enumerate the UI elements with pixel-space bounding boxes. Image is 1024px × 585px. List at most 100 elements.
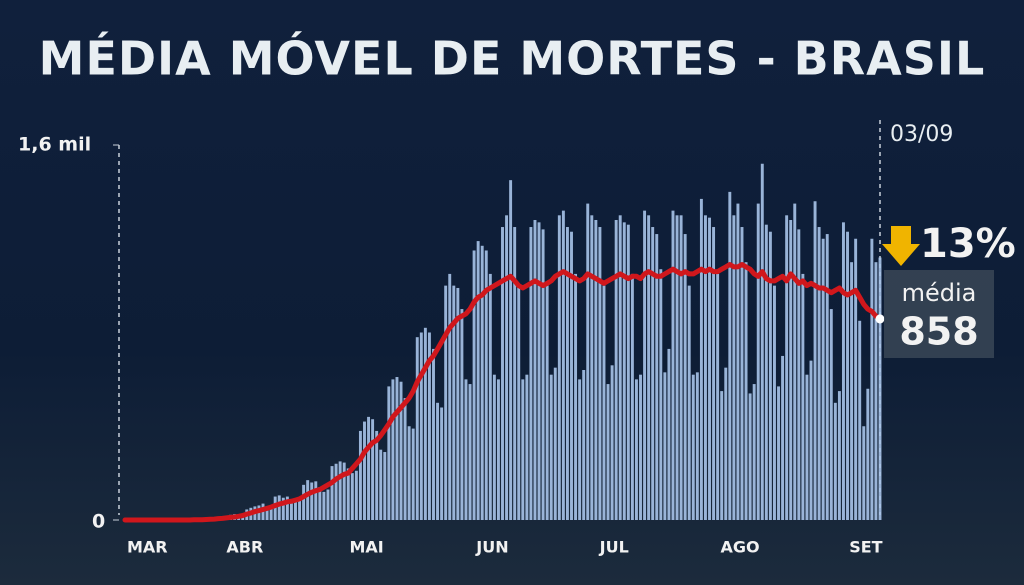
bar bbox=[740, 227, 744, 520]
bar bbox=[472, 250, 476, 520]
bar bbox=[703, 215, 707, 520]
bar bbox=[618, 215, 622, 520]
bar bbox=[821, 238, 825, 520]
bar bbox=[728, 191, 732, 520]
bar bbox=[842, 222, 845, 520]
bar bbox=[529, 227, 533, 520]
bar bbox=[521, 379, 525, 520]
bar bbox=[468, 384, 472, 520]
bar bbox=[594, 220, 598, 520]
bar bbox=[651, 227, 655, 520]
bar bbox=[614, 220, 618, 520]
bar bbox=[310, 482, 314, 520]
bar bbox=[708, 217, 711, 520]
bar bbox=[448, 273, 452, 520]
bar bbox=[387, 386, 391, 520]
bar bbox=[383, 452, 387, 520]
bar bbox=[501, 227, 504, 520]
bar bbox=[854, 238, 858, 520]
bar bbox=[517, 285, 521, 520]
bar bbox=[423, 327, 427, 520]
bar bbox=[833, 402, 837, 520]
bar bbox=[273, 496, 277, 520]
bar bbox=[289, 500, 293, 520]
bar bbox=[399, 381, 403, 520]
bar bbox=[318, 487, 322, 520]
y-tick-label: 0 bbox=[92, 511, 105, 533]
bar bbox=[797, 229, 801, 520]
bar bbox=[574, 273, 578, 520]
bar bbox=[626, 224, 630, 520]
bar bbox=[699, 198, 703, 520]
bar bbox=[265, 508, 269, 520]
bar bbox=[590, 215, 594, 520]
bar bbox=[878, 257, 882, 520]
bar bbox=[630, 273, 634, 520]
bar bbox=[444, 285, 448, 520]
bar bbox=[801, 273, 805, 520]
bar bbox=[326, 489, 330, 520]
down-arrow bbox=[882, 226, 920, 266]
bar bbox=[809, 360, 813, 520]
bar bbox=[476, 241, 480, 520]
bar bbox=[379, 449, 383, 520]
bar bbox=[367, 416, 371, 520]
bar bbox=[870, 238, 874, 520]
bar bbox=[342, 462, 346, 520]
bar bbox=[610, 365, 614, 520]
bar bbox=[586, 203, 590, 520]
bar bbox=[537, 222, 541, 520]
bar bbox=[825, 234, 829, 520]
bar bbox=[549, 374, 553, 520]
bar bbox=[639, 374, 642, 520]
summary-box bbox=[884, 270, 994, 358]
bar bbox=[525, 374, 529, 520]
bar bbox=[760, 163, 764, 520]
bar bbox=[837, 391, 841, 520]
bar bbox=[415, 337, 419, 520]
bar bbox=[460, 309, 464, 520]
bar bbox=[773, 285, 776, 520]
bar bbox=[647, 215, 651, 520]
bar bbox=[346, 468, 350, 520]
bar bbox=[403, 398, 407, 520]
bar bbox=[285, 496, 289, 520]
bar bbox=[561, 210, 565, 520]
bar bbox=[440, 407, 444, 520]
bar bbox=[813, 201, 817, 520]
bar bbox=[496, 379, 500, 520]
bar bbox=[793, 203, 797, 520]
chart-title: MÉDIA MÓVEL DE MORTES - BRASIL bbox=[39, 32, 986, 86]
bar bbox=[720, 391, 724, 520]
bar bbox=[748, 393, 752, 520]
bar bbox=[298, 498, 302, 520]
bar bbox=[578, 379, 582, 520]
bar bbox=[736, 203, 740, 520]
x-tick-label: JUN bbox=[475, 538, 508, 557]
bar bbox=[391, 379, 395, 520]
bar bbox=[582, 370, 586, 520]
bar bbox=[464, 379, 468, 520]
bar bbox=[850, 262, 854, 520]
bar bbox=[663, 372, 667, 520]
bar bbox=[817, 227, 821, 520]
x-tick-label: SET bbox=[849, 538, 882, 557]
bar bbox=[480, 245, 484, 520]
bar bbox=[655, 234, 659, 520]
bar bbox=[602, 285, 606, 520]
bar bbox=[541, 229, 545, 520]
bar bbox=[505, 215, 509, 520]
bar bbox=[716, 273, 720, 520]
bar bbox=[557, 215, 561, 520]
bar bbox=[687, 285, 691, 520]
bar bbox=[866, 388, 870, 520]
bar bbox=[683, 234, 687, 520]
average-value: 858 bbox=[899, 310, 978, 354]
bar bbox=[452, 285, 456, 520]
bar bbox=[354, 470, 358, 520]
bar bbox=[570, 231, 573, 520]
bar bbox=[695, 372, 699, 520]
change-label: 13% bbox=[920, 221, 1016, 267]
bar bbox=[785, 215, 789, 520]
